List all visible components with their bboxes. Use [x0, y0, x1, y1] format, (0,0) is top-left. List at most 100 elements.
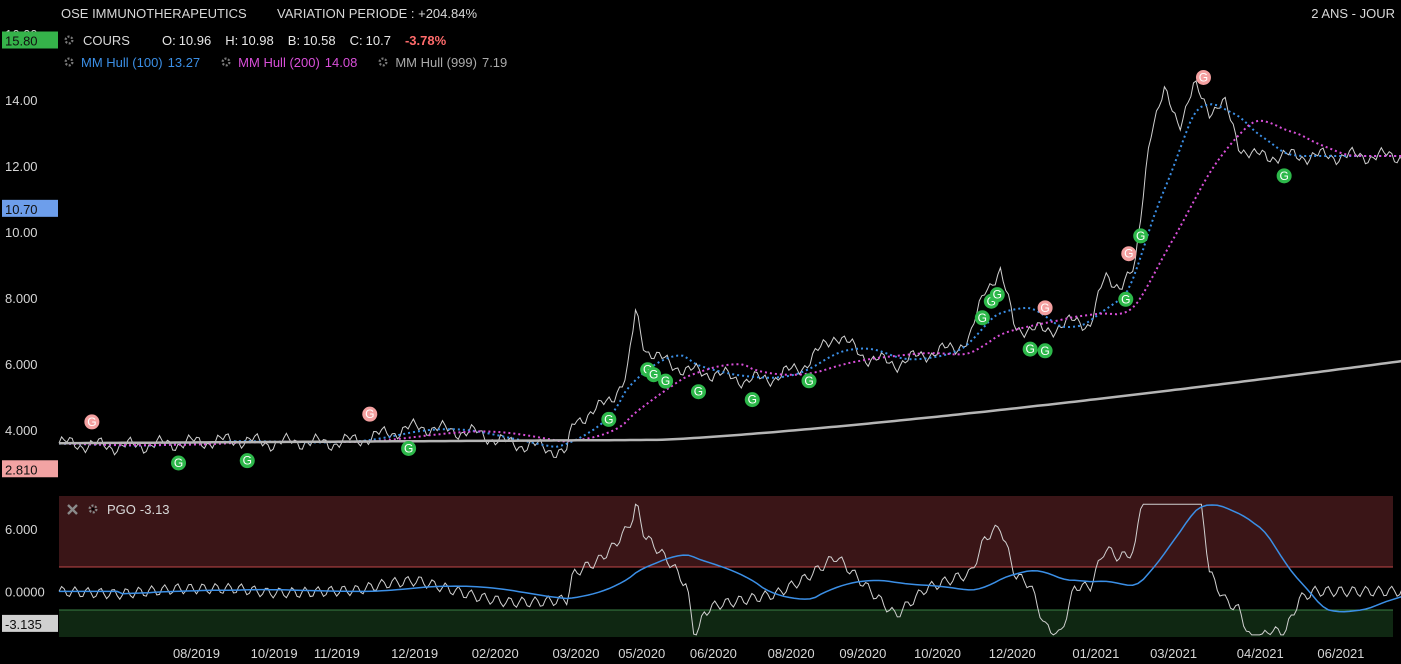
buy-signal: G: [239, 453, 255, 469]
buy-signal: G: [744, 392, 760, 408]
pgo-oversold-zone: [59, 610, 1393, 637]
buy-signal-dot: [1037, 343, 1053, 359]
buy-signal: G: [974, 310, 990, 326]
buy-signal-dot: [690, 384, 706, 400]
sell-signal-glyph: G: [87, 415, 96, 429]
pgo-tag-text: -3.135: [5, 617, 42, 632]
pgo-overbought-zone: [59, 496, 1393, 567]
period-selector[interactable]: 2 ANS - JOUR: [1311, 6, 1395, 21]
pgo-line: [58, 503, 1401, 636]
price-tag-bg: [2, 31, 58, 49]
buy-signal-glyph: G: [1136, 229, 1145, 243]
y-tick-label: 14.00: [5, 93, 38, 108]
open-label: O:: [161, 33, 176, 48]
sell-signal-glyph: G: [1124, 247, 1133, 261]
buy-signal-glyph: G: [1025, 342, 1034, 356]
buy-signal: G: [658, 373, 674, 389]
x-axis: 08/2019 10/2019 11/2019 12/2019 02/2020 03/20…: [173, 646, 1364, 661]
buy-signal-dot: [171, 455, 187, 471]
buy-signal-glyph: G: [661, 374, 670, 388]
hull999-line: [59, 359, 1401, 445]
buy-signal-dot: [801, 373, 817, 389]
sell-signal: G: [1121, 246, 1137, 262]
sell-signal: G: [1195, 69, 1211, 85]
hull200-line: [58, 119, 1401, 447]
variation-label: VARIATION PERIODE : +204.84%: [277, 6, 478, 21]
buy-signal-glyph: G: [993, 288, 1002, 302]
buy-signal-dot: [601, 411, 617, 427]
hull200-settings-icon[interactable]: [220, 56, 232, 68]
buy-signal-glyph: G: [649, 368, 658, 382]
price-tag-bg: [2, 199, 58, 217]
buy-signal-glyph: G: [804, 374, 813, 388]
buy-signal-glyph: G: [1040, 344, 1049, 358]
high-label: H:: [225, 33, 239, 48]
sell-signal: G: [84, 414, 100, 430]
x-tick-label: 05/2020: [618, 646, 665, 661]
high-value: 10.98: [241, 33, 274, 48]
low-label: B:: [287, 33, 301, 48]
buy-signal: G: [401, 440, 417, 456]
pgo-tag-bg: [2, 614, 58, 632]
pgo-signal-line: [59, 504, 1401, 613]
y-tick-label: 4.000: [5, 423, 38, 438]
pgo-legend: PGO -3.13: [66, 502, 170, 517]
buy-signal-dot: [658, 373, 674, 389]
price-line: [58, 80, 1401, 459]
x-tick-label: 12/2019: [391, 646, 438, 661]
pgo-close-icon[interactable]: [66, 503, 79, 516]
hull200-name: MM Hull (200): [238, 55, 320, 70]
sell-signal-dot: [1121, 246, 1137, 262]
pgo-y-tick-label: 6.000: [5, 522, 38, 537]
buy-signal-dot: [1133, 228, 1149, 244]
buy-signal: G: [690, 384, 706, 400]
value-tags: 15.80 10.70 2.810 -3.135: [2, 31, 58, 632]
buy-signal-dot: [1276, 168, 1292, 184]
buy-signal: G: [801, 373, 817, 389]
close-label: C:: [349, 33, 363, 48]
x-tick-label: 03/2020: [552, 646, 599, 661]
pgo-settings-icon[interactable]: [87, 503, 99, 515]
buy-signal-glyph: G: [643, 363, 652, 377]
buy-signal-glyph: G: [604, 412, 613, 426]
buy-signal-glyph: G: [1121, 292, 1130, 306]
sell-signal: G: [362, 406, 378, 422]
cours-settings-icon[interactable]: [63, 34, 75, 46]
buy-signal-glyph: G: [243, 454, 252, 468]
sell-signal-dot: [362, 406, 378, 422]
cours-label: COURS: [83, 33, 130, 48]
x-tick-label: 12/2020: [989, 646, 1036, 661]
hull999-settings-icon[interactable]: [377, 56, 389, 68]
hull100-value: 13.27: [167, 55, 201, 70]
hull100-settings-icon[interactable]: [63, 56, 75, 68]
pgo-value: -3.13: [139, 502, 170, 517]
sell-signal-glyph: G: [1040, 301, 1049, 315]
y-tick-label: 8.000: [5, 291, 38, 306]
pgo-y-tick-label: 0.0000: [5, 584, 45, 599]
buy-signal-dot: [646, 367, 662, 383]
buy-signal-glyph: G: [694, 385, 703, 399]
pgo-layer: [58, 503, 1401, 636]
x-tick-label: 08/2019: [173, 646, 220, 661]
y-tick-label: 12.00: [5, 159, 38, 174]
price-tag-text: 15.80: [5, 34, 38, 49]
sell-signal: G: [1037, 300, 1053, 316]
buy-signal-dot: [239, 453, 255, 469]
price-tag-text: 2.810: [5, 462, 38, 477]
x-tick-label: 10/2020: [914, 646, 961, 661]
price-tag-bg: [2, 460, 58, 478]
hull200-value: 14.08: [324, 55, 358, 70]
buy-signal-glyph: G: [978, 311, 987, 325]
x-tick-label: 03/2021: [1150, 646, 1197, 661]
x-tick-label: 04/2021: [1237, 646, 1284, 661]
change-value: -3.78%: [404, 33, 447, 48]
buy-signal-dot: [1118, 291, 1134, 307]
x-tick-label: 11/2019: [314, 646, 360, 661]
buy-signal-glyph: G: [404, 441, 413, 455]
buy-signal-glyph: G: [174, 456, 183, 470]
sell-signal-dot: [1195, 69, 1211, 85]
open-value: 10.96: [178, 33, 212, 48]
buy-signal: G: [1276, 168, 1292, 184]
